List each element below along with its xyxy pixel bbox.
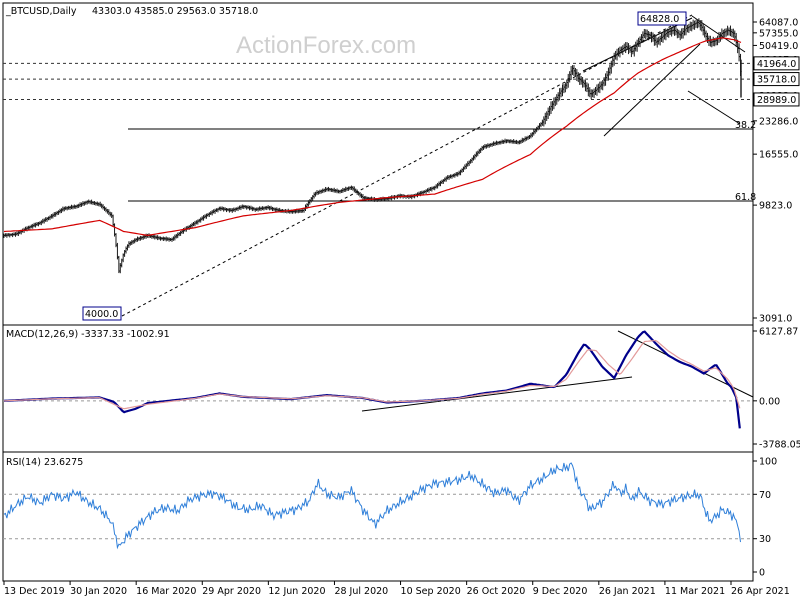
header: _BTCUSD,Daily 43303.0 43585.0 29563.0 35… [5,6,258,17]
fib-38-label: 38.2 [735,120,756,131]
price-label-text: 35718.0 [757,75,796,86]
price-label-box [753,92,800,107]
price-tick-label: 50419.0 [759,41,798,52]
x-tick-label: 28 Jul 2020 [334,586,388,597]
rsi-line [3,462,741,550]
macd-support-trendline [361,376,633,412]
price-tick-label: 9823.0 [759,201,792,212]
x-tick-label: 16 Mar 2020 [136,586,196,597]
macd-tick-label: 6127.87 [759,327,798,338]
rsi-tick-label: 30 [759,534,771,545]
price-label-text: 28989.0 [757,95,796,106]
signal-line [4,339,741,410]
price-label-box [753,72,800,87]
rsi-tick-label: 100 [759,457,777,468]
x-tick-label: 26 Apr 2021 [731,586,790,597]
macd-title: MACD(12,26,9) -3337.33 -1002.91 [6,329,170,340]
chart-symbol: _BTCUSD,Daily [5,6,77,17]
watermark: ActionForex.com [236,32,416,59]
x-axis: 13 Dec 2019 30 Jan 2020 16 Mar 2020 29 Apr … [3,581,790,597]
falling-channel-lower-line [687,90,741,125]
x-tick-label: 30 Jan 2020 [70,586,127,597]
x-tick-label: 29 Apr 2020 [202,586,261,597]
price-tick-label: 16555.0 [759,150,798,161]
price-tick-label: 57355.0 [759,28,798,39]
chart-layers: 64087.057355.050419.043687.036955.030223… [2,18,800,597]
moving-average-line [3,37,742,237]
rsi-tick-label: 70 [759,490,771,501]
low-label-box [82,306,122,321]
peak-label-box [637,11,687,26]
rsi-title: RSI(14) 23.6275 [6,457,83,468]
chart-ohlc: 43303.0 43585.0 29563.0 35718.0 [92,6,258,17]
price-annotations: 64828.0 4000.0 38.2 61.8 [82,11,756,321]
price-bars [2,18,742,274]
fib-61-label: 61.8 [735,192,756,203]
peak-label: 64828.0 [640,14,679,25]
x-tick-label: 10 Sep 2020 [401,586,461,597]
x-tick-label: 13 Dec 2019 [4,586,65,597]
x-tick-label: 9 Dec 2020 [533,586,588,597]
price-label-box [753,56,800,71]
rsi-axis: 100 70 30 0 [3,457,777,579]
rsi-tick-label: 0 [759,568,765,579]
price-level-labels: 41964.0 35718.0 28989.0 [753,56,800,107]
price-level-lines [3,62,753,100]
macd-tick-label: -3788.05 [759,440,800,451]
price-tick-label: 23286.0 [759,116,798,127]
macd-lines [3,330,741,429]
x-tick-label: 26 Oct 2020 [467,586,526,597]
price-label-text: 41964.0 [757,59,796,70]
x-tick-label: 26 Jan 2021 [599,586,656,597]
price-tick-label: 3091.0 [759,314,792,325]
macd-tick-label: 0.00 [759,396,780,407]
price-tick-label: 64087.0 [759,18,798,29]
x-tick-label: 11 Mar 2021 [665,586,725,597]
rsi-panel-frame [2,451,754,582]
rising-wedge-lower-line [603,43,701,137]
low-label: 4000.0 [85,309,118,320]
x-tick-label: 12 Jun 2020 [268,586,325,597]
